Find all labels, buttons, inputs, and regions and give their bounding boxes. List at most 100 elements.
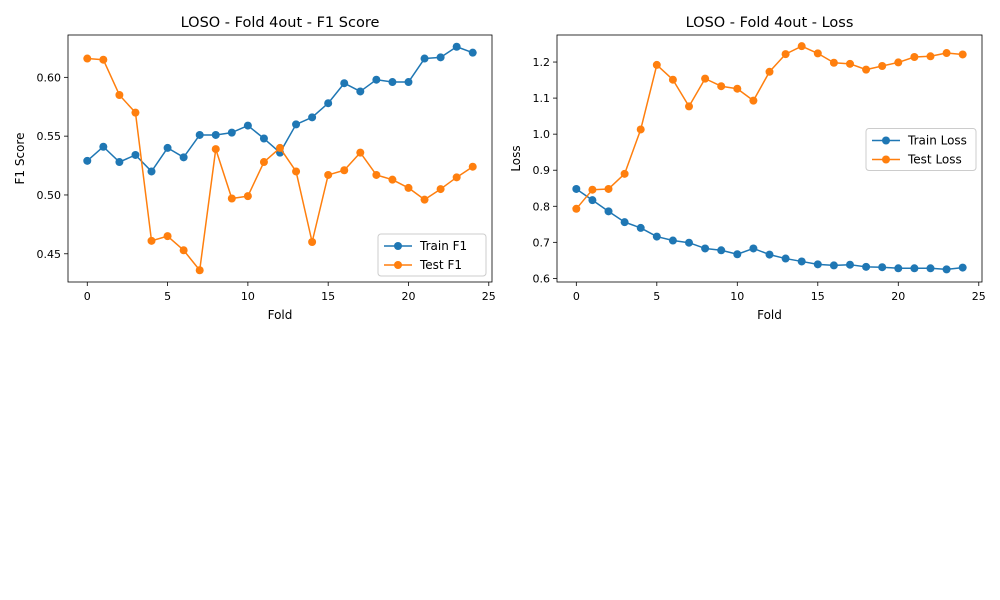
data-point <box>147 167 156 176</box>
x-tick-label: 5 <box>653 290 660 303</box>
data-point <box>572 204 581 213</box>
data-point <box>243 121 252 130</box>
data-point <box>131 108 140 117</box>
y-tick-label: 0.6 <box>533 272 551 285</box>
data-point <box>652 60 661 69</box>
data-point <box>340 166 349 175</box>
data-point <box>781 254 790 263</box>
series-train-loss <box>572 184 967 274</box>
data-point <box>636 125 645 134</box>
data-point <box>701 74 710 83</box>
data-point <box>749 96 758 105</box>
legend-marker <box>882 155 890 164</box>
series-test-loss <box>572 42 967 213</box>
legend-marker <box>882 136 890 145</box>
data-point <box>292 167 301 176</box>
data-point <box>324 170 333 179</box>
y-axis-label: F1 Score <box>13 133 27 185</box>
data-point <box>179 246 188 255</box>
data-point <box>910 264 919 273</box>
y-tick-label: 0.50 <box>37 189 62 202</box>
data-point <box>845 260 854 269</box>
data-point <box>926 52 935 61</box>
data-point <box>259 134 268 143</box>
y-tick-label: 0.7 <box>533 236 551 249</box>
data-point <box>958 50 967 59</box>
y-tick-label: 1.0 <box>533 128 551 141</box>
data-point <box>195 130 204 139</box>
data-point <box>308 238 317 247</box>
chart-loss: LOSO - Fold 4out - Loss 0 5 10 15 20 25 0.6 0.7 0… <box>509 15 986 322</box>
data-point <box>878 263 887 272</box>
x-tick-label: 25 <box>972 290 986 303</box>
data-point <box>131 150 140 159</box>
legend-label: Train F1 <box>419 239 467 253</box>
data-point <box>420 195 429 204</box>
data-point <box>115 158 124 167</box>
x-tick-label: 15 <box>321 290 335 303</box>
data-point <box>227 128 236 137</box>
data-point <box>356 148 365 157</box>
data-point <box>259 158 268 167</box>
y-tick-label: 1.2 <box>533 56 551 69</box>
data-point <box>813 260 822 269</box>
data-point <box>292 120 301 129</box>
legend: Train Loss Test Loss <box>865 128 977 171</box>
data-point <box>685 238 694 247</box>
data-point <box>701 244 710 253</box>
legend-label: Test F1 <box>419 258 462 272</box>
plot-frame <box>556 34 983 283</box>
x-axis-label: Fold <box>268 308 293 322</box>
data-point <box>452 42 461 51</box>
data-point <box>276 143 284 152</box>
series-train-f1 <box>83 42 477 176</box>
data-point <box>958 263 967 272</box>
data-point <box>115 90 124 99</box>
data-point <box>781 50 790 59</box>
data-point <box>829 261 838 270</box>
data-point <box>388 78 397 87</box>
data-point <box>604 184 613 193</box>
data-point <box>83 156 92 165</box>
x-tick-label: 5 <box>164 290 171 303</box>
data-point <box>620 169 629 178</box>
data-point <box>620 218 629 227</box>
data-point <box>652 232 661 241</box>
y-tick-label: 0.55 <box>37 130 62 143</box>
data-point <box>862 65 871 74</box>
data-point <box>797 257 806 266</box>
y-tick-label: 1.1 <box>533 92 551 105</box>
data-point <box>604 207 613 216</box>
data-point <box>356 87 365 96</box>
x-tick-label: 15 <box>811 290 825 303</box>
data-point <box>340 79 349 88</box>
data-point <box>765 250 774 259</box>
data-point <box>749 244 758 253</box>
data-point <box>420 54 429 63</box>
plot-frame <box>67 34 493 283</box>
data-point <box>765 67 774 76</box>
data-point <box>636 223 645 232</box>
data-point <box>468 162 477 171</box>
legend-label: Test Loss <box>907 153 962 167</box>
data-point <box>388 175 397 184</box>
legend-label: Train Loss <box>907 134 967 148</box>
x-tick-label: 0 <box>84 290 91 303</box>
data-point <box>845 59 854 68</box>
chart-f1-score: LOSO - Fold 4out - F1 Score 0 5 10 15 20 25 0.4… <box>13 15 496 322</box>
data-point <box>894 264 903 273</box>
data-point <box>926 264 935 273</box>
data-point <box>685 102 694 111</box>
x-tick-label: 0 <box>573 290 580 303</box>
y-axis-label: Loss <box>509 145 523 171</box>
legend-marker <box>394 261 402 269</box>
data-point <box>436 185 445 194</box>
data-point <box>227 194 236 203</box>
data-point <box>862 262 871 271</box>
data-point <box>211 130 220 139</box>
legend-marker <box>394 242 402 250</box>
data-point <box>163 232 172 241</box>
data-point <box>243 192 252 201</box>
data-point <box>452 173 461 182</box>
